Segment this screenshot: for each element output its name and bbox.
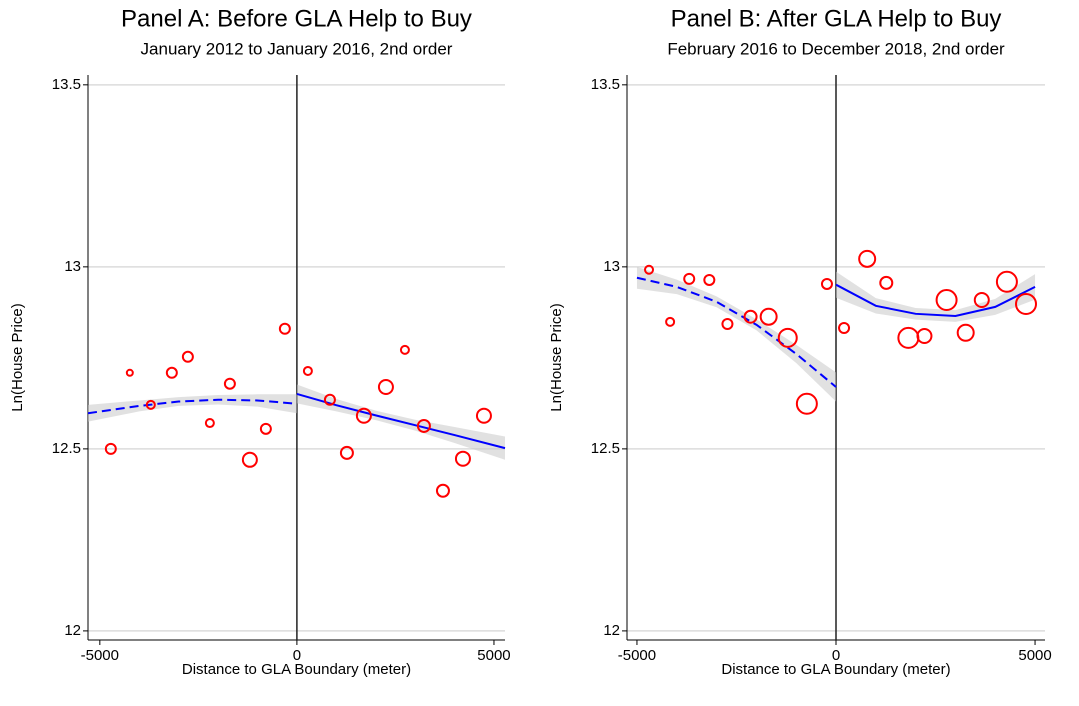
point [759,307,778,326]
fit-line [835,283,1036,318]
point [181,350,194,363]
chart-subtitle: January 2012 to January 2016, 2nd order [141,39,453,58]
chart-title: Panel A: Before GLA Help to Buy [121,5,472,32]
fit-line [296,392,506,450]
x-axis-label: Distance to GLA Boundary (meter) [721,661,950,678]
point [399,344,410,355]
point [956,323,975,342]
point [323,393,336,406]
point [377,378,394,395]
point [204,418,215,429]
y-tick-label: 13.5 [52,76,81,93]
point [777,327,798,348]
point [259,422,272,435]
y-axis-label: Ln(House Price) [9,303,26,411]
x-tick-label: 5000 [477,647,510,664]
point [644,264,655,275]
point [721,318,734,331]
x-tick-label: 5000 [1018,647,1051,664]
point [995,270,1018,293]
point [973,291,990,308]
point [454,450,471,467]
point [302,365,313,376]
x-tick-label: -5000 [618,647,656,664]
point [125,368,134,377]
point [879,275,894,290]
point [241,451,258,468]
point [935,288,958,311]
y-tick-label: 12 [603,622,620,639]
y-tick-label: 13 [64,258,81,275]
point [665,316,676,327]
y-axis-label: Ln(House Price) [548,303,565,411]
point [743,309,758,324]
point [703,273,716,286]
point [278,322,291,335]
y-tick-label: 12.5 [591,440,620,457]
x-tick-label: 0 [293,647,301,664]
x-axis-label: Distance to GLA Boundary (meter) [182,661,411,678]
y-tick-label: 13.5 [591,76,620,93]
point [820,277,833,290]
chart-subtitle: February 2016 to December 2018, 2nd orde… [667,39,1005,58]
x-tick-label: 0 [832,647,840,664]
point [916,328,933,345]
point [1015,292,1038,315]
point [858,249,877,268]
point [838,322,851,335]
point [683,272,696,285]
point [339,445,354,460]
chart-title: Panel B: After GLA Help to Buy [671,5,1002,32]
point [435,483,450,498]
point [355,407,372,424]
confidence-band [636,266,836,402]
point [475,407,492,424]
point [416,418,431,433]
point [104,442,117,455]
point [165,366,178,379]
y-tick-label: 13 [603,258,620,275]
fit-line [87,398,297,415]
point [145,399,156,410]
x-tick-label: -5000 [81,647,119,664]
point [223,377,236,390]
fit-line [636,276,837,388]
point [795,392,818,415]
point [897,326,920,349]
y-tick-label: 12.5 [52,440,81,457]
y-tick-label: 12 [64,622,81,639]
